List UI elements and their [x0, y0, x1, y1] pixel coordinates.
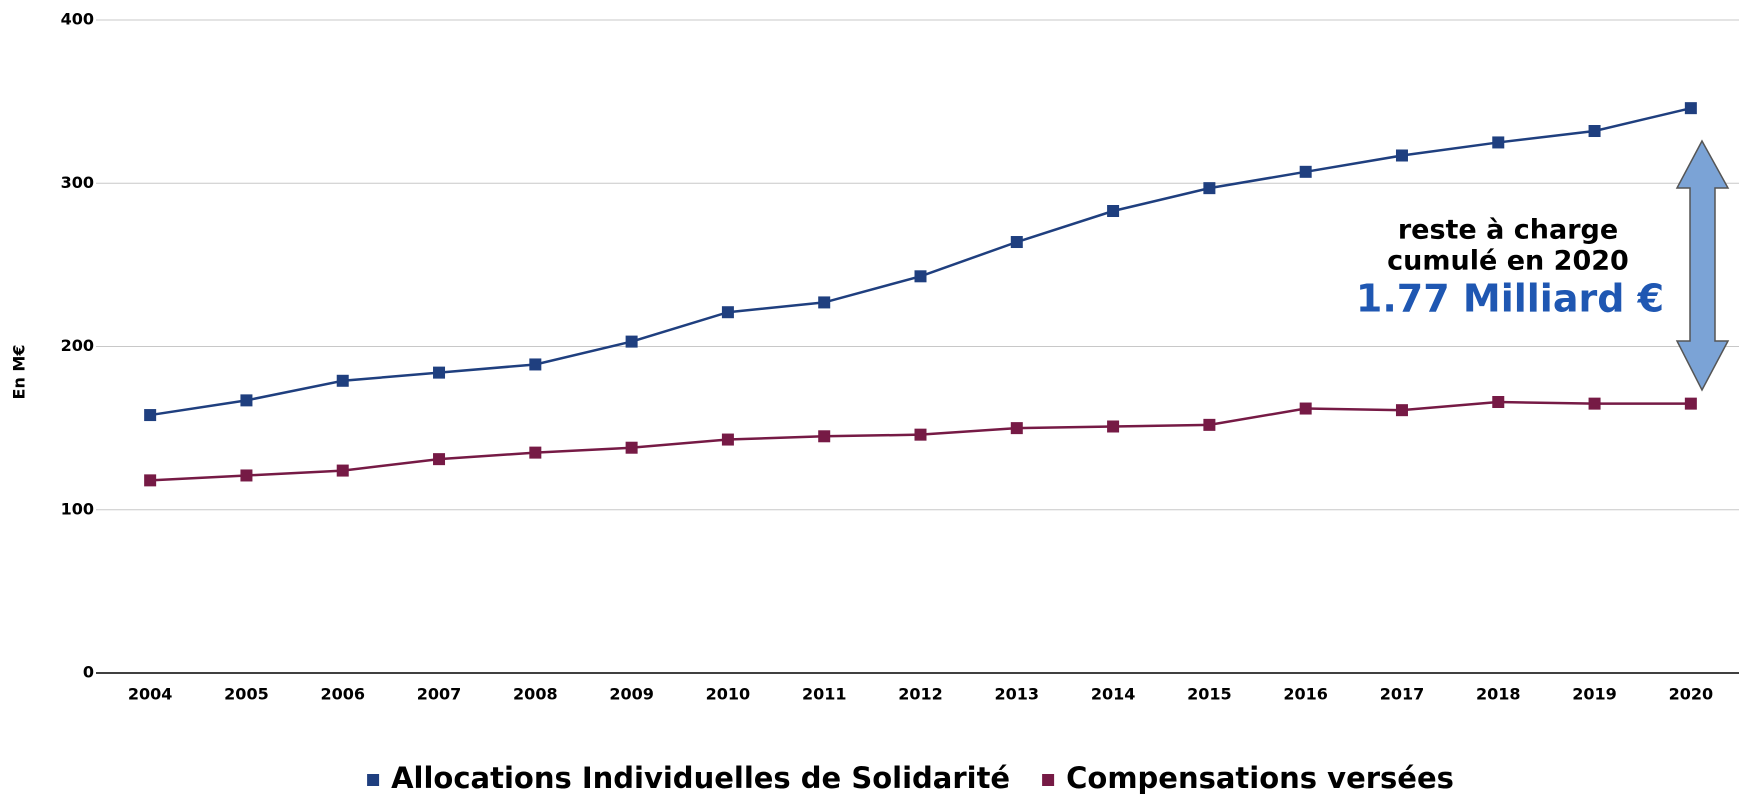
x-tick-label: 2019	[1572, 685, 1617, 704]
point-marker	[914, 428, 927, 441]
point-marker	[1203, 182, 1216, 195]
x-tick-label: 2006	[320, 685, 365, 704]
annotation: reste à charge	[1398, 215, 1618, 246]
x-tick-label: 2017	[1380, 685, 1425, 704]
point-marker	[1588, 397, 1601, 410]
annotation: 1.77 Milliard €	[1356, 277, 1664, 321]
x-tick-label: 2013	[995, 685, 1040, 704]
x-tick-label: 2010	[706, 685, 751, 704]
point-marker	[1010, 422, 1023, 435]
point-marker	[1492, 396, 1505, 409]
point-marker	[529, 358, 542, 371]
point-marker	[144, 474, 157, 487]
legend-label: Allocations Individuelles de Solidarité	[391, 761, 1010, 794]
legend: Allocations Individuelles de Solidarité C…	[367, 761, 1454, 794]
legend-label: Compensations versées	[1066, 761, 1454, 794]
point-marker	[1395, 404, 1408, 417]
x-tick-label: 2014	[1091, 685, 1136, 704]
x-tick-label: 2009	[609, 685, 654, 704]
point-marker	[721, 433, 734, 446]
point-marker	[1203, 418, 1216, 431]
point-marker	[1010, 236, 1023, 249]
point-marker	[721, 306, 734, 319]
point-marker	[1107, 205, 1120, 218]
y-tick-label: 100	[61, 499, 94, 518]
point-marker	[625, 441, 638, 454]
y-tick-label: 300	[61, 173, 94, 192]
x-tick-label: 2016	[1283, 685, 1328, 704]
x-tick-label: 2020	[1669, 685, 1714, 704]
point-marker	[433, 453, 446, 466]
x-tick-label: 2004	[128, 685, 173, 704]
x-tick-label: 2005	[224, 685, 269, 704]
point-marker	[1107, 420, 1120, 433]
point-marker	[336, 464, 349, 477]
x-tick-label: 2007	[417, 685, 462, 704]
point-marker	[1395, 149, 1408, 162]
y-tick-label: 0	[83, 663, 94, 682]
x-tick-label: 2011	[802, 685, 847, 704]
annotation: cumulé en 2020	[1387, 246, 1629, 277]
point-marker	[1299, 165, 1312, 178]
point-marker	[625, 335, 638, 348]
point-marker	[818, 296, 831, 309]
y-axis-label: En M€	[10, 345, 29, 400]
y-tick-label: 400	[61, 10, 94, 29]
legend-swatch	[1042, 774, 1055, 786]
legend-swatch	[367, 774, 380, 786]
point-marker	[1684, 102, 1697, 115]
point-marker	[914, 270, 927, 283]
x-tick-label: 2012	[898, 685, 943, 704]
double-arrow	[1675, 139, 1730, 392]
y-tick-label: 200	[61, 336, 94, 355]
x-tick-label: 2018	[1476, 685, 1521, 704]
x-tick-label: 2008	[513, 685, 558, 704]
point-marker	[336, 374, 349, 387]
point-marker	[529, 446, 542, 459]
point-marker	[1492, 136, 1505, 149]
point-marker	[1299, 402, 1312, 415]
point-marker	[433, 366, 446, 379]
x-tick-label: 2015	[1187, 685, 1232, 704]
point-marker	[818, 430, 831, 443]
point-marker	[240, 394, 253, 407]
series-line	[150, 400, 1691, 482]
point-marker	[240, 469, 253, 482]
point-marker	[144, 409, 157, 422]
point-marker	[1684, 397, 1697, 410]
point-marker	[1588, 125, 1601, 138]
